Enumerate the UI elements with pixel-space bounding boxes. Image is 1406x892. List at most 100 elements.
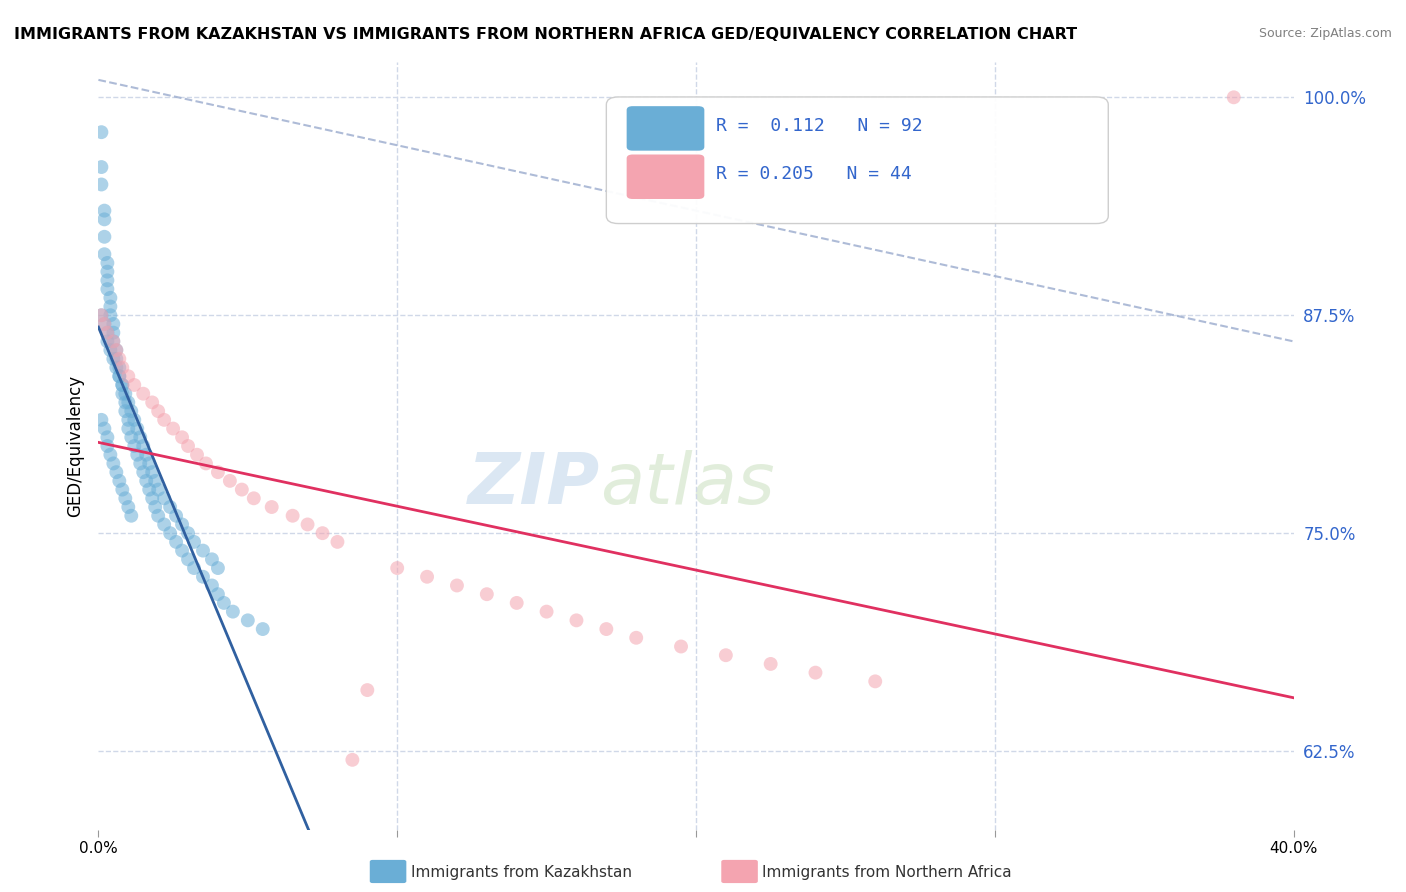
- Point: [207, 465, 229, 479]
- Point: [111, 378, 134, 392]
- Point: [127, 421, 149, 435]
- Point: [165, 508, 187, 523]
- Point: [120, 508, 142, 523]
- Text: IMMIGRANTS FROM KAZAKHSTAN VS IMMIGRANTS FROM NORTHERN AFRICA GED/EQUIVALENCY CO: IMMIGRANTS FROM KAZAKHSTAN VS IMMIGRANTS…: [14, 27, 1077, 42]
- Point: [117, 500, 139, 514]
- Point: [191, 543, 214, 558]
- Point: [177, 439, 200, 453]
- Point: [117, 395, 139, 409]
- Point: [105, 351, 128, 366]
- Point: [201, 552, 224, 566]
- Point: [124, 439, 146, 453]
- Point: [148, 404, 170, 418]
- Point: [243, 491, 266, 506]
- Point: [96, 256, 118, 270]
- Point: [111, 360, 134, 375]
- Point: [108, 360, 131, 375]
- Point: [260, 500, 283, 514]
- Point: [416, 570, 439, 584]
- Point: [132, 465, 155, 479]
- Point: [565, 613, 588, 627]
- Point: [153, 517, 176, 532]
- Point: [222, 605, 245, 619]
- Point: [108, 369, 131, 384]
- Point: [120, 430, 142, 444]
- Point: [177, 526, 200, 541]
- Text: R = 0.205   N = 44: R = 0.205 N = 44: [716, 165, 912, 183]
- Point: [90, 308, 112, 322]
- Point: [143, 474, 166, 488]
- Text: Immigrants from Northern Africa: Immigrants from Northern Africa: [762, 865, 1012, 880]
- Point: [186, 448, 208, 462]
- Point: [236, 613, 259, 627]
- Point: [105, 465, 128, 479]
- Point: [98, 308, 122, 322]
- Text: R =  0.112   N = 92: R = 0.112 N = 92: [716, 117, 922, 135]
- Point: [201, 578, 224, 592]
- Point: [117, 369, 139, 384]
- Point: [141, 491, 163, 506]
- Point: [714, 648, 737, 663]
- Point: [162, 421, 184, 435]
- Point: [96, 439, 118, 453]
- Point: [135, 474, 157, 488]
- Point: [159, 526, 181, 541]
- Point: [252, 622, 274, 636]
- Point: [90, 308, 112, 322]
- Point: [865, 674, 887, 689]
- Point: [90, 413, 112, 427]
- Point: [127, 448, 149, 462]
- Point: [385, 561, 409, 575]
- Point: [117, 421, 139, 435]
- Point: [207, 561, 229, 575]
- Point: [132, 439, 155, 453]
- Point: [120, 404, 142, 418]
- FancyBboxPatch shape: [606, 97, 1108, 224]
- Text: ZIP: ZIP: [468, 450, 600, 519]
- Point: [98, 343, 122, 357]
- Point: [124, 378, 146, 392]
- Point: [231, 483, 253, 497]
- Point: [96, 430, 118, 444]
- Point: [96, 273, 118, 287]
- Point: [105, 343, 128, 357]
- Point: [103, 317, 125, 331]
- Point: [153, 491, 176, 506]
- Point: [669, 640, 692, 654]
- Point: [108, 369, 131, 384]
- Point: [165, 534, 187, 549]
- Point: [96, 334, 118, 349]
- Point: [172, 517, 194, 532]
- Point: [297, 517, 319, 532]
- Point: [93, 317, 115, 331]
- Point: [129, 430, 152, 444]
- Point: [626, 631, 648, 645]
- Point: [595, 622, 617, 636]
- Point: [129, 457, 152, 471]
- Point: [356, 683, 378, 698]
- Point: [475, 587, 498, 601]
- Point: [98, 300, 122, 314]
- Text: Immigrants from Kazakhstan: Immigrants from Kazakhstan: [411, 865, 631, 880]
- Point: [93, 203, 115, 218]
- Point: [96, 326, 118, 340]
- Point: [804, 665, 827, 680]
- Point: [108, 474, 131, 488]
- Point: [183, 534, 205, 549]
- Point: [114, 386, 136, 401]
- Point: [96, 265, 118, 279]
- Point: [103, 351, 125, 366]
- Y-axis label: GED/Equivalency: GED/Equivalency: [66, 375, 84, 517]
- Point: [135, 448, 157, 462]
- Point: [111, 483, 134, 497]
- Point: [159, 500, 181, 514]
- Text: atlas: atlas: [600, 450, 775, 519]
- Point: [93, 317, 115, 331]
- Point: [103, 334, 125, 349]
- Point: [138, 457, 160, 471]
- Point: [114, 491, 136, 506]
- Point: [536, 605, 558, 619]
- Point: [114, 395, 136, 409]
- Point: [219, 474, 242, 488]
- Point: [172, 543, 194, 558]
